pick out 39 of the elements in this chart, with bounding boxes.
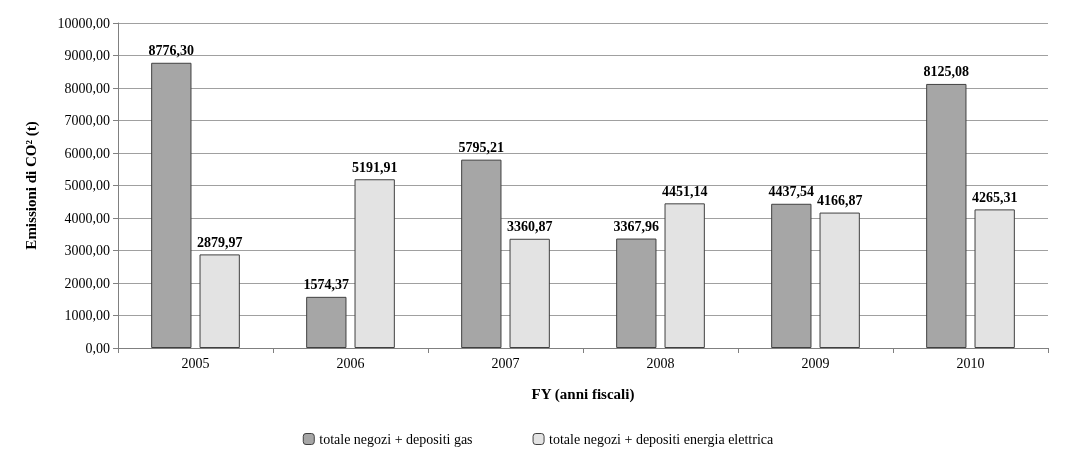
legend-label: totale negozi + depositi energia elettrica: [549, 431, 775, 447]
data-label: 8776,30: [148, 43, 195, 59]
y-tick-label: 6000,00: [64, 145, 110, 161]
data-label: 4451,14: [661, 183, 708, 199]
x-tick-label: 2009: [801, 355, 830, 371]
y-tick-label: 5000,00: [64, 178, 110, 193]
data-label: 3367,96: [613, 219, 660, 235]
y-axis-title: Emissioni di CO² (t): [22, 121, 40, 250]
bar: [819, 212, 860, 348]
data-label: 4166,87: [816, 193, 863, 209]
data-label: 5191,91: [351, 159, 398, 175]
data-label: 5795,21: [458, 140, 505, 156]
y-tick-label: 4000,00: [64, 210, 110, 226]
bar: [354, 179, 395, 348]
x-tick-label: 2005: [181, 355, 210, 371]
y-tick-label: 8000,00: [64, 80, 110, 96]
x-tick-label: 2008: [646, 355, 675, 371]
data-label: 1574,37: [303, 277, 350, 293]
y-tick-label: 1000,00: [64, 308, 110, 323]
data-label: 4265,31: [971, 189, 1018, 205]
data-label: 2879,97: [196, 234, 243, 250]
legend-label: totale negozi + depositi gas: [319, 431, 473, 447]
y-tick-label: 2000,00: [64, 275, 110, 291]
bar: [664, 203, 705, 348]
x-tick-label: 2010: [956, 355, 985, 371]
y-tick-label: 0,00: [85, 340, 110, 356]
y-tick-label: 7000,00: [64, 113, 110, 128]
bar: [199, 254, 240, 348]
y-tick-label: 10000,00: [57, 15, 110, 31]
y-tick-label: 9000,00: [64, 48, 110, 63]
x-tick-label: 2006: [336, 355, 365, 371]
data-label: 3360,87: [506, 219, 553, 235]
bar: [509, 238, 550, 348]
bar: [974, 209, 1015, 348]
y-tick-label: 3000,00: [64, 243, 110, 258]
x-axis-title: FY (anni fiscali): [531, 385, 635, 403]
data-label: 8125,08: [923, 64, 970, 80]
x-tick-label: 2007: [491, 355, 520, 371]
data-label: 4437,54: [768, 184, 815, 200]
